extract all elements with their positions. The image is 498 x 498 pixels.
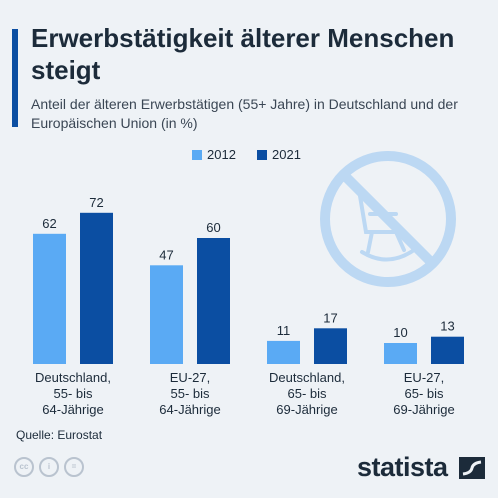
category-label-0: Deutschland, 55- bis 64-Jährige (35, 370, 111, 417)
by-icon: i (39, 457, 59, 477)
bar-2021-0 (80, 212, 113, 364)
legend: 2012 2021 (0, 146, 498, 164)
legend-label-2012: 2012 (207, 147, 236, 162)
source-note: Quelle: Eurostat (16, 428, 103, 442)
nd-icon: = (64, 457, 84, 477)
data-label-2021-2: 17 (323, 310, 337, 325)
legend-swatch-2021 (257, 150, 267, 160)
category-label-3: EU-27, 65- bis 69-Jährige (393, 370, 454, 417)
bar-2012-3 (384, 343, 417, 364)
bar-2012-0 (33, 233, 66, 364)
no-rocking-chair-icon (320, 151, 456, 287)
legend-swatch-2012 (192, 150, 202, 160)
data-label-2021-1: 60 (206, 220, 220, 235)
statista-logo: statista (357, 452, 448, 482)
bar-2021-3 (431, 336, 464, 364)
title-accent-bar (12, 29, 18, 127)
statista-logo-icon (459, 457, 485, 479)
bar-2012-1 (150, 265, 183, 364)
chart-title: Erwerbstätigkeit älterer Menschen steigt (31, 23, 455, 85)
legend-label-2021: 2021 (272, 147, 301, 162)
cc-icon: cc (14, 457, 34, 477)
data-label-2021-3: 13 (440, 319, 454, 334)
data-label-2012-3: 10 (393, 325, 407, 340)
data-label-2012-1: 47 (159, 247, 173, 262)
bar-2021-1 (197, 238, 230, 364)
chart-subtitle: Anteil der älteren Erwerbstätigen (55+ J… (31, 96, 458, 131)
data-label-2012-2: 11 (277, 323, 291, 338)
category-label-2: Deutschland, 65- bis 69-Jährige (269, 370, 345, 417)
bar-2012-2 (267, 340, 300, 364)
data-label-2012-0: 62 (42, 216, 56, 231)
bar-2021-2 (314, 328, 347, 364)
data-label-2021-0: 72 (89, 195, 103, 210)
category-label-1: EU-27, 55- bis 64-Jährige (159, 370, 220, 417)
